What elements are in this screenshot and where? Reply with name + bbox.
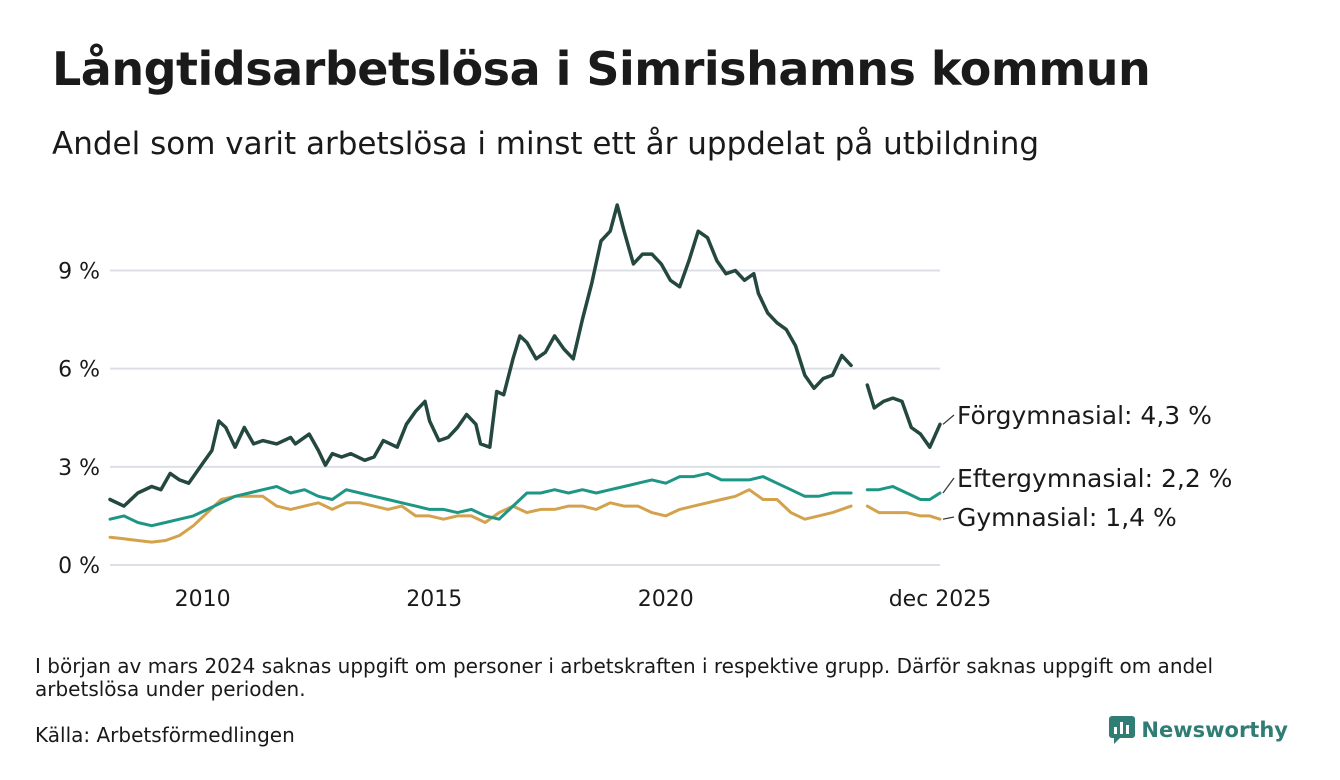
series-line-forgymnasial: [108, 203, 853, 508]
x-tick-label: 2015: [406, 587, 462, 612]
series-lines: [108, 203, 942, 544]
series-end-labels: Gymnasial: 1,4 % Eftergymnasial: 2,2 % För…: [942, 401, 1232, 532]
x-tick-label: 2010: [175, 587, 231, 612]
chart-title: Långtidsarbetslösa i Simrishamns kommun: [52, 42, 1151, 96]
footnote: I början av mars 2024 saknas uppgift om …: [35, 654, 1214, 701]
y-tick-label: 6 %: [58, 358, 100, 383]
x-tick-label: dec 2025: [889, 587, 992, 612]
series-end-label-eftergymnasial: Eftergymnasial: 2,2 %: [957, 464, 1232, 493]
y-tick-label: 9 %: [58, 259, 100, 284]
series-line-gymnasial: [865, 504, 942, 521]
label-leader: [942, 477, 955, 494]
y-tick-label: 3 %: [58, 456, 100, 481]
x-tick-label: 2020: [638, 587, 694, 612]
grid-lines: [110, 269, 940, 566]
series-end-label-forgymnasial: Förgymnasial: 4,3 %: [957, 401, 1212, 430]
series-line-eftergymnasial: [865, 485, 942, 501]
series-line-gymnasial: [108, 488, 853, 544]
series-line-forgymnasial: [865, 383, 942, 449]
label-leader: [942, 516, 955, 520]
brand-logo[interactable]: Newsworthy: [1109, 716, 1288, 744]
y-axis-ticks: 0 % 3 % 6 % 9 %: [58, 259, 100, 579]
line-chart: 0 % 3 % 6 % 9 % 2010 2015 2020 dec 2025 Gymnas…: [58, 203, 1232, 612]
brand-name: Newsworthy: [1141, 718, 1288, 742]
source-text: Källa: Arbetsförmedlingen: [35, 723, 295, 747]
label-leader: [942, 414, 955, 425]
series-line-eftergymnasial: [108, 471, 853, 528]
series-end-label-gymnasial: Gymnasial: 1,4 %: [957, 503, 1177, 532]
x-axis-ticks: 2010 2015 2020 dec 2025: [175, 587, 992, 612]
chart-subtitle: Andel som varit arbetslösa i minst ett å…: [52, 126, 1040, 162]
y-tick-label: 0 %: [58, 554, 100, 579]
bar-chart-logo-icon: [1109, 716, 1136, 744]
